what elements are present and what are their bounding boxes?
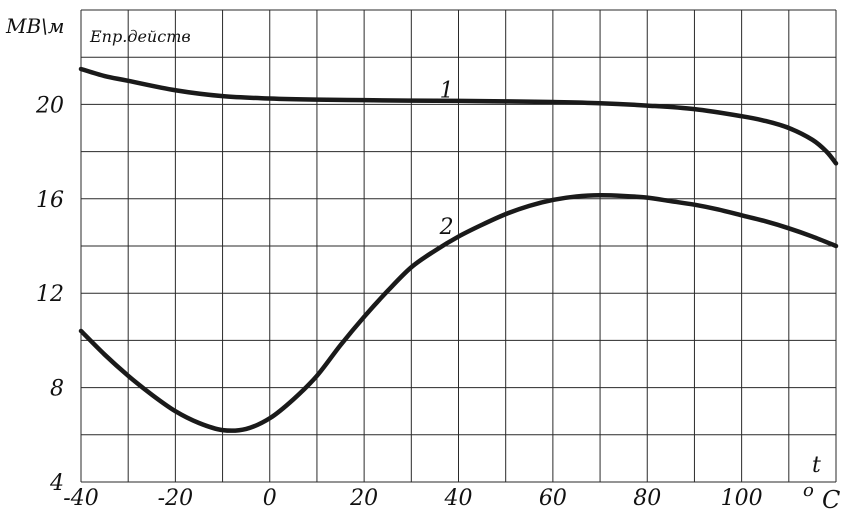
y-axis-label: МВ\м: [5, 14, 65, 38]
series-2-line: [78, 193, 839, 433]
grid: [80, 9, 837, 483]
y-tick-label: 16: [36, 188, 64, 213]
x-axis-unit-c: C: [822, 486, 840, 514]
series-2-label: 2: [439, 215, 454, 240]
y-tick-label: 4: [49, 471, 64, 496]
x-tick-label: 80: [633, 486, 661, 511]
y-tick-label: 8: [50, 377, 64, 402]
series-1-line: [78, 66, 839, 166]
x-axis-ticks: -40 -20 0 20 40 60 80 100: [63, 486, 762, 511]
x-tick-label: 0: [263, 486, 277, 511]
y-axis-ticks: 4 8 12 16 20: [35, 93, 64, 496]
curves: [78, 66, 839, 433]
x-tick-label: 40: [444, 486, 473, 511]
series-labels: 12: [439, 78, 454, 240]
x-axis-unit-o: o: [803, 480, 814, 501]
x-tick-label: -20: [158, 486, 193, 511]
y-tick-label: 20: [35, 93, 64, 118]
x-tick-label: 20: [349, 486, 378, 511]
y-tick-label: 12: [36, 282, 64, 307]
x-tick-label: 60: [539, 486, 567, 511]
x-tick-label: -40: [63, 486, 98, 511]
x-tick-label: 100: [721, 486, 763, 511]
y-axis-sublabel: Eпр.действ: [89, 27, 191, 46]
series-1-label: 1: [440, 78, 454, 103]
x-axis-label-t: t: [812, 453, 821, 478]
